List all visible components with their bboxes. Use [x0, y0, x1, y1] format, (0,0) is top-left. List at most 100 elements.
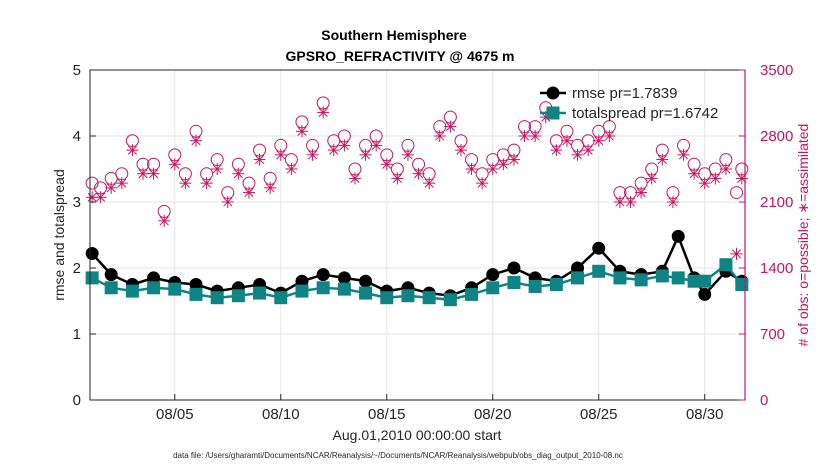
totalspread-series-point — [507, 276, 521, 290]
obs-assimilated-point — [412, 167, 425, 180]
obs-assimilated-point — [285, 163, 298, 175]
obs-assimilated-point-stroke — [202, 178, 212, 188]
obs-assimilated-point — [465, 163, 478, 175]
obs-assimilated-point — [348, 172, 361, 185]
obs-assimilated-point — [189, 134, 202, 147]
rmse-series-point — [592, 241, 606, 255]
totalspread-series-point — [147, 281, 161, 295]
rmse-series-point — [507, 261, 521, 275]
obs-assimilated-point-stroke — [498, 159, 508, 169]
obs-assimilated-point-stroke — [339, 140, 349, 150]
data-file-note: data file: /Users/gharamti/Documents/NCA… — [173, 451, 623, 460]
obs-assimilated-point-stroke — [424, 178, 434, 188]
series-layer — [85, 96, 749, 307]
obs-assimilated-point-stroke — [371, 140, 381, 150]
obs-assimilated-point — [179, 177, 192, 190]
obs-assimilated-point-stroke — [286, 164, 296, 174]
obs-assimilated-point-stroke — [180, 178, 190, 188]
obs-assimilated-point-stroke — [594, 136, 604, 146]
obs-assimilated-point — [719, 163, 732, 175]
y2-tick-label: 700 — [760, 326, 785, 343]
obs-assimilated-point — [370, 139, 383, 152]
rmse-series-line — [91, 233, 743, 297]
obs-assimilated-point — [253, 153, 266, 166]
totalspread-series-point — [85, 271, 99, 285]
obs-assimilated-point — [317, 106, 330, 119]
obs-assimilated-point — [423, 177, 436, 190]
y-axis-label: rmse and totalspread — [51, 169, 67, 301]
obs-assimilated-point — [136, 167, 149, 180]
obs-assimilated-point-stroke — [657, 155, 667, 165]
obs-assimilated-point-stroke — [668, 197, 678, 207]
obs-assimilated-point — [656, 153, 669, 166]
obs-assimilated-point-stroke — [562, 136, 572, 146]
totalspread-series-point — [104, 281, 118, 295]
x-tick-label: 08/30 — [686, 406, 724, 423]
obs-assimilated-point-stroke — [138, 169, 148, 179]
obs-assimilated-point — [582, 144, 595, 157]
rmse-series-point — [337, 271, 351, 285]
legend-label: rmse pr=1.7839 — [572, 85, 677, 102]
obs-assimilated-point-stroke — [456, 145, 466, 155]
obs-assimilated-point-stroke — [255, 155, 265, 165]
obs-assimilated-point-stroke — [212, 164, 222, 174]
obs-assimilated-point — [306, 148, 319, 161]
totalspread-series-point — [719, 258, 733, 272]
obs-assimilated-point — [168, 158, 181, 171]
totalspread-series-point — [486, 281, 500, 295]
obs-assimilated-point-stroke — [731, 249, 742, 259]
obs-assimilated-point — [688, 167, 701, 180]
obs-assimilated-point-stroke — [350, 173, 360, 183]
totalspread-series-point — [337, 282, 351, 296]
obs-assimilated-point — [444, 120, 457, 133]
legend: rmse pr=1.7839 totalspread pr=1.6742 — [540, 85, 718, 122]
obs-assimilated-point-stroke — [127, 145, 137, 155]
chart-subtitle: GPSRO_REFRACTIVITY @ 4675 m — [286, 48, 515, 64]
y-tick-label: 3 — [73, 194, 81, 211]
x-tick-label: 08/25 — [580, 406, 618, 423]
obs-assimilated-point — [327, 144, 340, 157]
obs-assimilated-point — [666, 196, 679, 208]
obs-possible-point — [85, 176, 99, 190]
obs-assimilated-point-stroke — [551, 145, 561, 155]
rmse-series-point — [85, 246, 99, 260]
obs-assimilated-point — [698, 177, 711, 190]
obs-assimilated-point — [401, 148, 414, 161]
totalspread-series-point — [634, 273, 648, 287]
obs-assimilated-point — [497, 158, 510, 171]
obs-assimilated-point-stroke — [244, 188, 254, 198]
y-tick-label: 4 — [73, 128, 81, 145]
totalspread-series-point — [698, 274, 712, 288]
y-tick-label: 2 — [73, 260, 81, 277]
obs-assimilated-point-stroke — [488, 164, 498, 174]
obs-assimilated-point-stroke — [700, 178, 710, 188]
obs-assimilated-point-stroke — [615, 197, 625, 207]
totalspread-series-point — [380, 291, 394, 305]
obs-assimilated-point-stroke — [435, 131, 445, 141]
obs-assimilated-point-stroke — [604, 131, 614, 141]
obs-assimilated-point — [221, 196, 234, 208]
obs-assimilated-point-stroke — [297, 126, 307, 136]
totalspread-series-point — [401, 289, 415, 303]
rmse-series-point — [486, 268, 500, 282]
obs-assimilated-point — [507, 153, 520, 166]
obs-assimilated-point-stroke — [106, 183, 116, 193]
obs-assimilated-point-stroke — [403, 150, 413, 160]
obs-assimilated-point — [486, 163, 499, 175]
totalspread-series-point — [571, 271, 585, 285]
obs-assimilated-point — [624, 196, 637, 208]
obs-assimilated-point — [380, 158, 393, 171]
obs-assimilated-point — [603, 130, 616, 142]
chart-title: Southern Hemisphere — [321, 27, 467, 43]
legend-marker — [546, 86, 560, 100]
obs-assimilated-point-stroke — [445, 122, 455, 132]
obs-assimilated-point-stroke — [710, 173, 720, 183]
totalspread-series-point — [168, 282, 182, 296]
obs-assimilated-point-stroke — [361, 150, 371, 160]
obs-assimilated-point — [613, 196, 626, 208]
obs-assimilated-point-stroke — [647, 173, 657, 183]
totalspread-series-point — [189, 287, 203, 301]
rmse-series-point — [671, 229, 685, 243]
obs-assimilated-point-stroke — [414, 169, 424, 179]
obs-possible-point — [730, 186, 744, 200]
